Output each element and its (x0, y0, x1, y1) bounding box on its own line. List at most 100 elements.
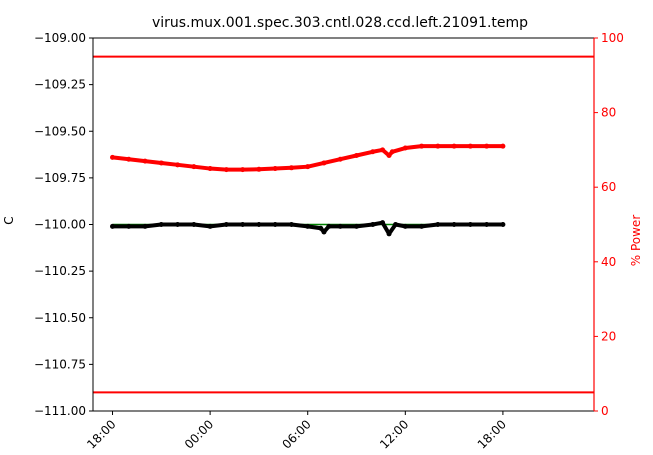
series-1-point (380, 220, 386, 226)
series-2-point (402, 145, 408, 151)
y-right-tick-label: 0 (601, 404, 609, 418)
series-2-point (500, 143, 506, 149)
series-2-band (110, 155, 131, 162)
series-1-point (484, 222, 490, 227)
series-2-band (403, 144, 424, 151)
series-2-band (305, 160, 326, 169)
series-2-point (354, 152, 360, 158)
series-1-point (467, 222, 473, 227)
series-1-point (223, 222, 229, 227)
series-1-point (126, 223, 132, 229)
series-2-point (240, 167, 246, 173)
series-2-band (256, 166, 278, 172)
series-1-point (110, 223, 116, 229)
series-2-point (419, 143, 425, 149)
series-2-point (110, 154, 116, 160)
series-2-point (175, 162, 181, 168)
y-right-tick-label: 80 (601, 106, 616, 120)
y-right-tick-label: 60 (601, 180, 616, 194)
series-2-point (467, 143, 473, 149)
series-2-point (386, 152, 392, 158)
series-1-point (318, 225, 324, 231)
series-1-point (272, 222, 278, 227)
series-1-point (326, 223, 332, 229)
series-1-point (256, 222, 262, 227)
series-1-point (191, 222, 197, 227)
series-2-band (289, 164, 310, 170)
y-tick-label: −109.00 (34, 31, 86, 45)
series-1-point (158, 222, 164, 227)
series-2-band (126, 157, 148, 164)
series-1-point (240, 222, 246, 227)
y-axis-right-label: % Power (629, 215, 643, 267)
series-2-band (354, 149, 375, 158)
series-1-point (354, 223, 360, 229)
series-2-point (126, 156, 132, 162)
series-1-band (289, 222, 310, 229)
series-1-point (419, 223, 425, 229)
series-2-point (337, 156, 343, 162)
series-2-point (256, 166, 262, 172)
series-1-point (288, 222, 294, 227)
series-1-band (191, 222, 213, 229)
series-2-band (273, 165, 294, 171)
series-2-point (158, 160, 164, 166)
y-right-tick-label: 20 (601, 329, 616, 343)
series-1-point (451, 222, 457, 227)
x-tick-label: 12:00 (377, 417, 411, 451)
series-2-band (191, 164, 213, 171)
series-2-band (208, 166, 229, 172)
series-2-point (389, 149, 395, 155)
y-tick-label: −110.25 (34, 264, 86, 278)
x-tick-label: 06:00 (279, 417, 313, 451)
series-1-point (393, 222, 399, 227)
series-2-point (272, 166, 278, 172)
plot-area: −109.00 −109.25 −109.50 −109.75 −110.00 −110.… (34, 31, 624, 452)
series-2-band (321, 157, 343, 165)
series-1-band (354, 222, 375, 229)
y-tick-label: −109.75 (34, 171, 86, 185)
series-1-band (143, 222, 164, 229)
series-2-band (159, 160, 180, 167)
series-1-point (321, 229, 327, 235)
y-right-tick-label: 40 (601, 255, 616, 269)
y-tick-label: −111.00 (34, 404, 86, 418)
series-1-band (208, 222, 229, 229)
series-2-point (305, 164, 311, 170)
series-1-band (419, 222, 440, 229)
series-1-point (305, 223, 311, 229)
y-tick-label: −109.50 (34, 124, 86, 138)
y-tick-label: −110.00 (34, 218, 86, 232)
series-1-point (337, 223, 343, 229)
series-2-band (338, 153, 359, 162)
series-2-point (191, 164, 197, 170)
series-1-point (435, 222, 441, 227)
y-tick-label: −110.50 (34, 311, 86, 325)
series-2-point (207, 166, 213, 172)
series-2-point (435, 143, 441, 149)
x-tick-label: 00:00 (182, 417, 216, 451)
y-axis-label: C (2, 216, 16, 224)
series-2-point (223, 167, 229, 173)
x-tick-label: 18:00 (475, 417, 509, 451)
series-2-point (142, 158, 148, 164)
series-2-point (380, 147, 386, 153)
chart-title: virus.mux.001.spec.303.cntl.028.ccd.left… (152, 15, 528, 31)
series-1-point (500, 222, 506, 227)
y-tick-label: −109.25 (34, 78, 86, 92)
series-1-point (402, 223, 408, 229)
series-1-point (370, 222, 376, 227)
y-right-tick-label: 100 (601, 31, 624, 45)
series-1-point (386, 231, 392, 237)
series-2-band (175, 162, 196, 169)
x-tick-label: 18:00 (84, 417, 118, 451)
series-1-point (175, 222, 181, 227)
series-2-point (321, 160, 327, 166)
series-2-band (143, 159, 164, 165)
series-2-point (484, 143, 490, 149)
series-1-point (142, 223, 148, 229)
series-2-point (370, 149, 376, 155)
series-2-point (451, 143, 457, 149)
series-2-point (288, 165, 294, 171)
